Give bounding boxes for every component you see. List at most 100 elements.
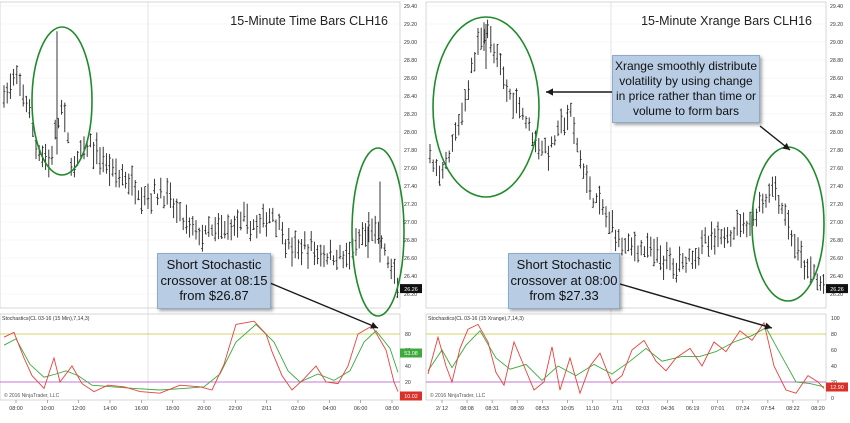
panel-0-price-tick: 28.00 (404, 130, 417, 136)
panel-1-time-tick: 08:53 (536, 406, 550, 412)
panel-1-stoch-value-label: 12.90 (830, 385, 844, 391)
callout-xrange-explanation: Xrange smoothly distribute volatility by… (612, 55, 760, 123)
panel-0-stoch-value-box (400, 391, 422, 401)
panel-0-chart-title: 15-Minute Time Bars CLH16 (230, 14, 388, 28)
panel-1-chart-title: 15-Minute Xrange Bars CLH16 (641, 14, 812, 28)
panel-1-price-tick: 28.20 (830, 112, 843, 118)
panel-1-price-tick: 27.80 (830, 148, 843, 154)
panel-1-time-tick: 2/ 12 (436, 406, 448, 412)
panel-0-time-tick: 08:00 (9, 406, 23, 412)
panel-0-time-tick: 20:00 (197, 406, 211, 412)
panel-1-stoch-d-line (427, 326, 825, 388)
panel-0-time-tick: 18:00 (166, 406, 180, 412)
panel-0-highlight-ellipse (351, 147, 405, 317)
panel-1-time-tick: 10:05 (561, 406, 575, 412)
panel-0-time-tick: 12:00 (72, 406, 86, 412)
panel-1-stoch-tick: 0 (831, 396, 834, 402)
panel-0-copyright: © 2016 NinjaTrader, LLC (4, 392, 60, 399)
callout-right-stochastic: Short Stochastic crossover at 08:00 from… (508, 253, 620, 309)
panel-0-price-tick: 26.20 (404, 292, 417, 298)
panel-1-callout-arrow (619, 283, 773, 329)
panel-1-stoch-value-box (826, 382, 848, 392)
panel-1-time-tick: 07:54 (761, 406, 775, 412)
panel-1-price-tick: 28.40 (830, 94, 843, 100)
panel-1-last-price-label: 26.26 (830, 287, 844, 293)
panel-1-stoch-tick: 60 (831, 348, 837, 354)
panel-1-time-tick: 2/11 (612, 406, 622, 412)
panel-0-stoch-tick: 40 (405, 364, 411, 370)
panel-0-price-tick: 27.60 (404, 166, 417, 172)
panel-1-time-tick: 04:36 (661, 406, 675, 412)
panel-0-price-tick: 26.60 (404, 256, 417, 262)
panel-0-stoch-value-label: 10.02 (404, 394, 418, 400)
panel-1-copyright: © 2016 NinjaTrader, LLC (430, 392, 486, 399)
panel-1-last-price-box (826, 284, 848, 294)
panel-1-callout-arrowhead (782, 142, 790, 150)
panel-0-price-tick: 27.00 (404, 220, 417, 226)
panel-1-time-tick: 08:22 (786, 406, 800, 412)
panel-0-indicator-label: Stochastics(CL 03-16 (15 Min),7,14,3) (2, 316, 90, 322)
panel-1-price-tick: 27.00 (830, 220, 843, 226)
callout-left-stochastic: Short Stochastic crossover at 08:15 from… (157, 253, 271, 309)
panel-0-stoch-value-box (400, 348, 422, 358)
panel-1-stoch-k-line (427, 321, 825, 395)
panel-0-time-tick: 06:00 (354, 406, 368, 412)
panel-1-time-tick: 11:10 (586, 406, 599, 412)
panel-0-time-tick: 16:00 (135, 406, 149, 412)
panel-0-price-tick: 28.20 (404, 112, 417, 118)
panel-0-price-tick: 28.40 (404, 94, 417, 100)
panel-1-indicator-frame (425, 313, 827, 401)
panel-1-stoch-tick: 100 (831, 316, 840, 322)
panel-0-price-tick: 29.20 (404, 22, 417, 28)
panel-1-highlight-ellipse (432, 16, 540, 198)
panel-1-time-tick: 07:01 (711, 406, 725, 412)
panel-0-price-tick: 29.40 (404, 4, 417, 10)
panel-0-price-tick: 27.80 (404, 148, 417, 154)
panel-0-time-tick: 22:00 (229, 406, 243, 412)
panel-0-price-tick: 28.60 (404, 76, 417, 82)
panel-0-time-tick: 10:00 (41, 406, 55, 412)
panel-0-price-tick: 28.80 (404, 58, 417, 64)
panel-1-time-tick: 08:20 (811, 406, 825, 412)
panel-1-indicator-label: Stochastics(CL 03-16 (15 Xrange),7,14,3) (428, 316, 524, 322)
panel-0-time-tick: 2/11 (262, 406, 272, 412)
panel-0-time-tick: 08:00 (385, 406, 399, 412)
panel-1-price-tick: 26.40 (830, 274, 843, 280)
panel-1-price-tick: 26.80 (830, 238, 843, 244)
panel-0-last-price-box (400, 284, 422, 294)
panel-1-price-tick: 29.00 (830, 40, 843, 46)
panel-0-price-tick: 26.40 (404, 274, 417, 280)
panel-1-time-tick: 07:24 (736, 406, 750, 412)
panel-1-time-tick: 06:19 (686, 406, 700, 412)
panel-0-stoch-tick: 20 (405, 380, 411, 386)
panel-0-price-tick: 26.80 (404, 238, 417, 244)
panel-0-callout-arrow (269, 282, 379, 329)
panel-1-price-tick: 28.60 (830, 76, 843, 82)
panel-0-price-tick: 27.20 (404, 202, 417, 208)
panel-1-time-tick: 02:03 (636, 406, 650, 412)
panel-0-indicator-frame (0, 313, 401, 401)
panel-1-stoch-tick: 40 (831, 364, 837, 370)
panel-1-price-frame (425, 1, 827, 309)
panel-1-price-tick: 26.60 (830, 256, 843, 262)
panel-1-price-tick: 28.00 (830, 130, 843, 136)
panel-0-price-tick: 27.40 (404, 184, 417, 190)
panel-0-time-tick: 04:00 (323, 406, 337, 412)
panel-1-price-tick: 27.40 (830, 184, 843, 190)
panel-1-price-tick: 26.20 (830, 292, 843, 298)
panel-1-price-tick: 27.20 (830, 202, 843, 208)
panel-0-callout-arrowhead (370, 321, 378, 329)
panel-0-last-price-label: 26.26 (404, 287, 418, 293)
panel-1-time-tick: 08:31 (485, 406, 499, 412)
panel-1-callout-arrowhead (546, 88, 553, 96)
panel-0-highlight-ellipse (31, 26, 93, 176)
panel-1-stoch-tick: 80 (831, 332, 837, 338)
panel-0-time-tick: 02:00 (291, 406, 305, 412)
panel-1-price-tick: 28.80 (830, 58, 843, 64)
panel-0-stoch-tick: 80 (405, 332, 411, 338)
panel-1-time-tick: 08:08 (460, 406, 474, 412)
panel-1-time-tick: 08:39 (510, 406, 524, 412)
panel-0-stoch-value-label: 53.08 (404, 351, 418, 357)
